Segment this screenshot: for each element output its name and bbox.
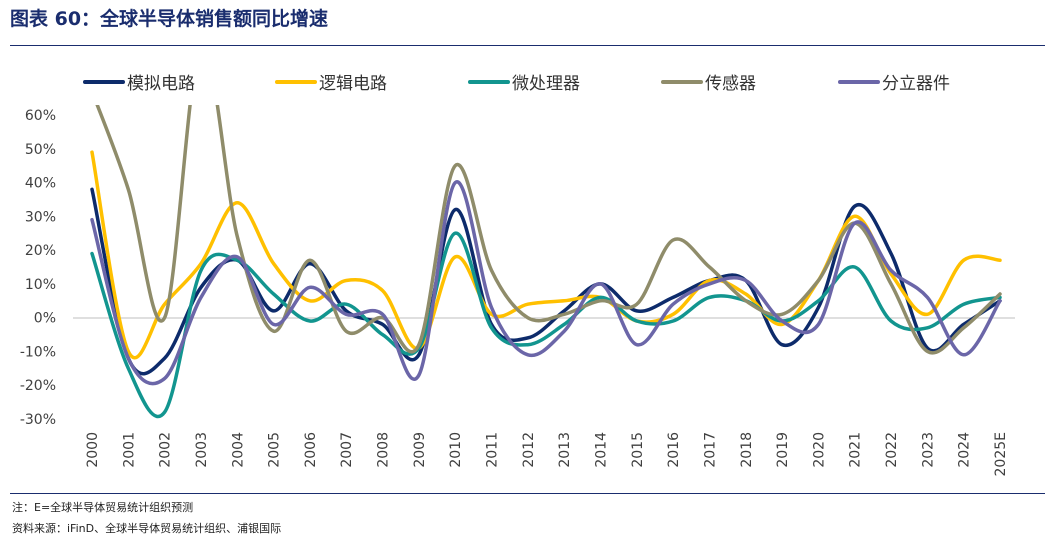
x-tick-label: 2020 <box>811 432 827 468</box>
y-tick-label: 30% <box>25 209 56 225</box>
y-axis: 60% 50% 40% 30% 20% 10% 0% -10% -20% -30% <box>20 108 56 428</box>
x-tick-label: 2024 <box>957 432 973 468</box>
x-tick-label: 2013 <box>557 432 573 468</box>
x-tick-label: 2000 <box>85 432 101 468</box>
x-tick-label: 2017 <box>702 432 718 468</box>
series-line-2 <box>90 150 1002 360</box>
footer-divider <box>10 493 1045 494</box>
legend-label: 模拟电路 <box>127 74 195 94</box>
footnote: 注：E=全球半导体贸易统计组织预测 <box>12 501 194 514</box>
y-tick-label: 50% <box>25 142 56 158</box>
legend-label: 传感器 <box>705 74 756 94</box>
legend-label: 微处理器 <box>512 74 580 94</box>
y-tick-label: 0% <box>34 311 56 327</box>
legend-label: 逻辑电路 <box>319 74 387 94</box>
x-tick-label: 2018 <box>739 432 755 468</box>
x-tick-label: 2005 <box>267 432 283 468</box>
legend-item: 分立器件 <box>838 74 950 94</box>
y-tick-label: 40% <box>25 176 56 192</box>
legend-item: 传感器 <box>661 74 756 94</box>
series-line-1 <box>90 187 1002 376</box>
y-tick-label: -20% <box>20 378 56 394</box>
page-title: 图表 60：全球半导体销售额同比增速 <box>10 8 329 30</box>
x-tick-label: 2025E <box>993 432 1009 476</box>
legend-item: 微处理器 <box>468 74 580 94</box>
series-line-5 <box>90 180 1002 386</box>
legend-item: 逻辑电路 <box>275 74 387 94</box>
x-tick-label: 2003 <box>194 432 210 468</box>
chart-legend: 模拟电路 逻辑电路 微处理器 传感器 分立器件 <box>83 74 950 94</box>
series-lines <box>90 105 1002 419</box>
x-tick-label: 2021 <box>848 432 864 468</box>
y-tick-label: -30% <box>20 412 56 428</box>
x-tick-label: 2016 <box>666 432 682 468</box>
legend-item: 模拟电路 <box>83 74 195 94</box>
x-tick-label: 2019 <box>775 432 791 468</box>
x-tick-label: 2001 <box>121 432 137 468</box>
x-tick-label: 2012 <box>521 432 537 468</box>
x-tick-label: 2002 <box>158 432 174 468</box>
x-tick-label: 2011 <box>485 432 501 468</box>
x-tick-label: 2010 <box>448 432 464 468</box>
y-tick-label: -10% <box>20 344 56 360</box>
x-tick-label: 2008 <box>376 432 392 468</box>
x-tick-label: 2009 <box>412 432 428 468</box>
x-tick-label: 2023 <box>920 432 936 468</box>
x-tick-label: 2015 <box>630 432 646 468</box>
series-line-3 <box>90 231 1002 419</box>
x-tick-label: 2004 <box>230 432 246 468</box>
x-tick-label: 2014 <box>593 432 609 468</box>
y-tick-label: 20% <box>25 243 56 259</box>
y-tick-label: 60% <box>25 108 56 124</box>
y-tick-label: 10% <box>25 277 56 293</box>
source-note: 资料来源：iFinD、全球半导体贸易统计组织、浦银国际 <box>12 522 282 535</box>
x-tick-label: 2022 <box>884 432 900 468</box>
legend-label: 分立器件 <box>882 74 950 94</box>
series-line-4 <box>95 105 1002 355</box>
title-divider <box>10 45 1045 46</box>
x-axis: 2000 2001 2002 2003 2004 2005 2006 2007 2008 2009… <box>85 432 1009 477</box>
x-tick-label: 2006 <box>303 432 319 468</box>
x-tick-label: 2007 <box>339 432 355 468</box>
